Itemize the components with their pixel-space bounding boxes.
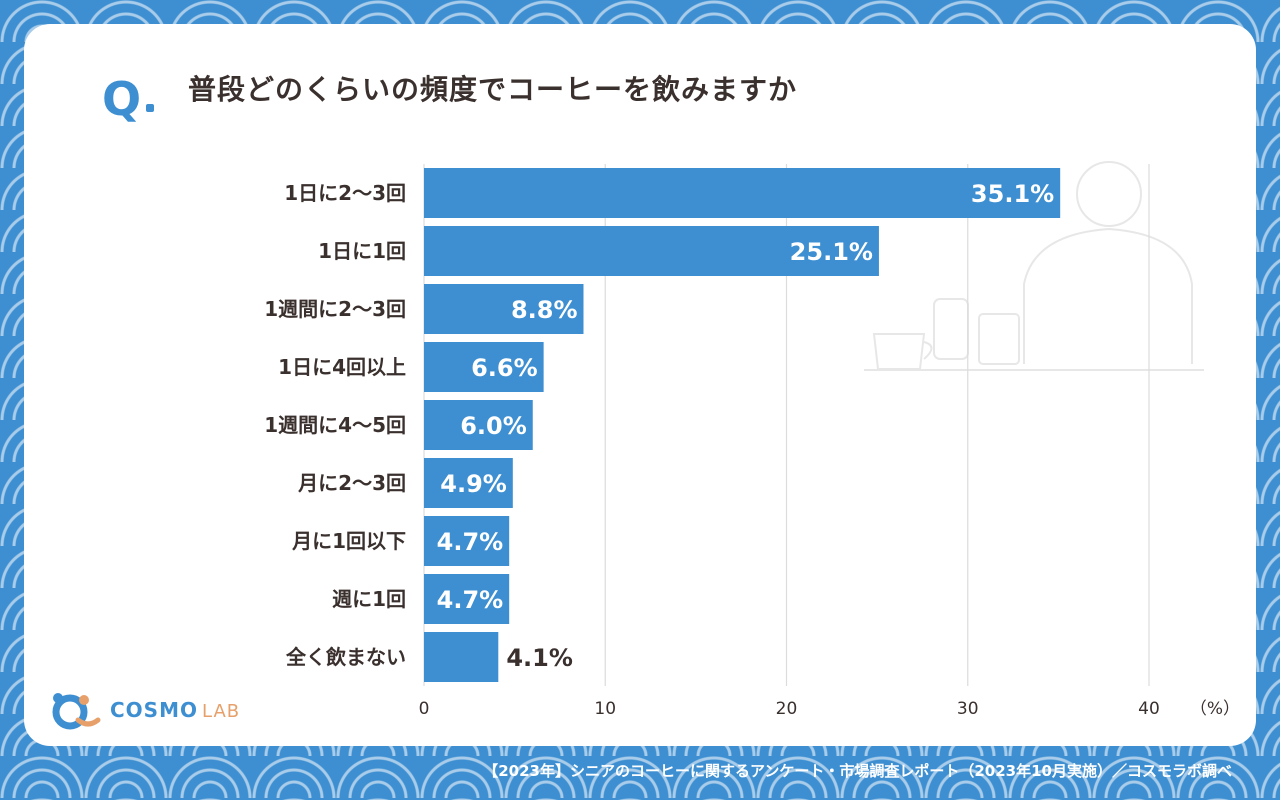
- value-label: 6.6%: [471, 354, 538, 382]
- x-tick-label: 0: [419, 699, 430, 719]
- cosmo-lab-logo: COSMO LAB: [50, 690, 250, 730]
- bars: [424, 168, 1061, 682]
- value-label: 4.1%: [506, 644, 573, 672]
- value-label: 25.1%: [790, 238, 873, 266]
- category-label: 月に2〜3回: [297, 471, 406, 495]
- chart-card: Q 普段どのくらいの頻度でコーヒーを飲みますか 1日に2〜3回 1日に1回 1週間に…: [24, 24, 1256, 746]
- logo-mark-icon: [52, 693, 101, 730]
- value-labels: 35.1% 25.1% 8.8% 6.6% 6.0% 4.9% 4.7% 4.7% 4.1%: [437, 180, 1055, 672]
- bar: [424, 284, 584, 334]
- logo-main-text: COSMO: [110, 698, 198, 722]
- category-label: 週に1回: [332, 587, 406, 611]
- category-label: 1週間に4〜5回: [264, 413, 406, 437]
- category-label: 1日に2〜3回: [284, 181, 406, 205]
- value-label: 8.8%: [511, 296, 578, 324]
- bar: [424, 632, 499, 682]
- x-tick-label: 20: [776, 699, 798, 719]
- category-label: 全く飲まない: [285, 645, 406, 669]
- value-label: 4.9%: [440, 470, 507, 498]
- bar: [424, 400, 533, 450]
- chart-title: 普段どのくらいの頻度でコーヒーを飲みますか: [188, 73, 798, 106]
- x-tick-label: 10: [594, 699, 616, 719]
- category-label: 月に1回以下: [291, 529, 406, 553]
- value-label: 35.1%: [971, 180, 1054, 208]
- bar: [424, 516, 510, 566]
- value-label: 6.0%: [460, 412, 527, 440]
- bar: [424, 226, 879, 276]
- x-tick-label: 30: [957, 699, 979, 719]
- bar: [424, 458, 513, 508]
- bar: [424, 342, 544, 392]
- logo-sub-text: LAB: [202, 701, 241, 722]
- category-label: 1週間に2〜3回: [264, 297, 406, 321]
- source-footer: 【2023年】シニアのコーヒーに関するアンケート・市場調査レポート（2023年1…: [483, 762, 1232, 780]
- q-mark: Q: [102, 72, 142, 126]
- category-label: 1日に4回以上: [278, 355, 406, 379]
- q-dot: [146, 104, 154, 112]
- x-tick-label: 40: [1138, 699, 1160, 719]
- value-label: 4.7%: [437, 528, 504, 556]
- category-labels: 1日に2〜3回 1日に1回 1週間に2〜3回 1日に4回以上 1週間に4〜5回月に2〜3…: [264, 181, 406, 669]
- bar-chart: 1日に2〜3回 1日に1回 1週間に2〜3回 1日に4回以上 1週間に4〜5回月に2〜3…: [264, 161, 1240, 719]
- bar: [424, 168, 1061, 218]
- x-axis-unit: （%）: [1190, 699, 1240, 719]
- bar: [424, 574, 510, 624]
- value-label: 4.7%: [437, 586, 504, 614]
- x-axis-ticks: 0 10 20 30 40: [419, 699, 1160, 719]
- category-label: 1日に1回: [318, 239, 406, 263]
